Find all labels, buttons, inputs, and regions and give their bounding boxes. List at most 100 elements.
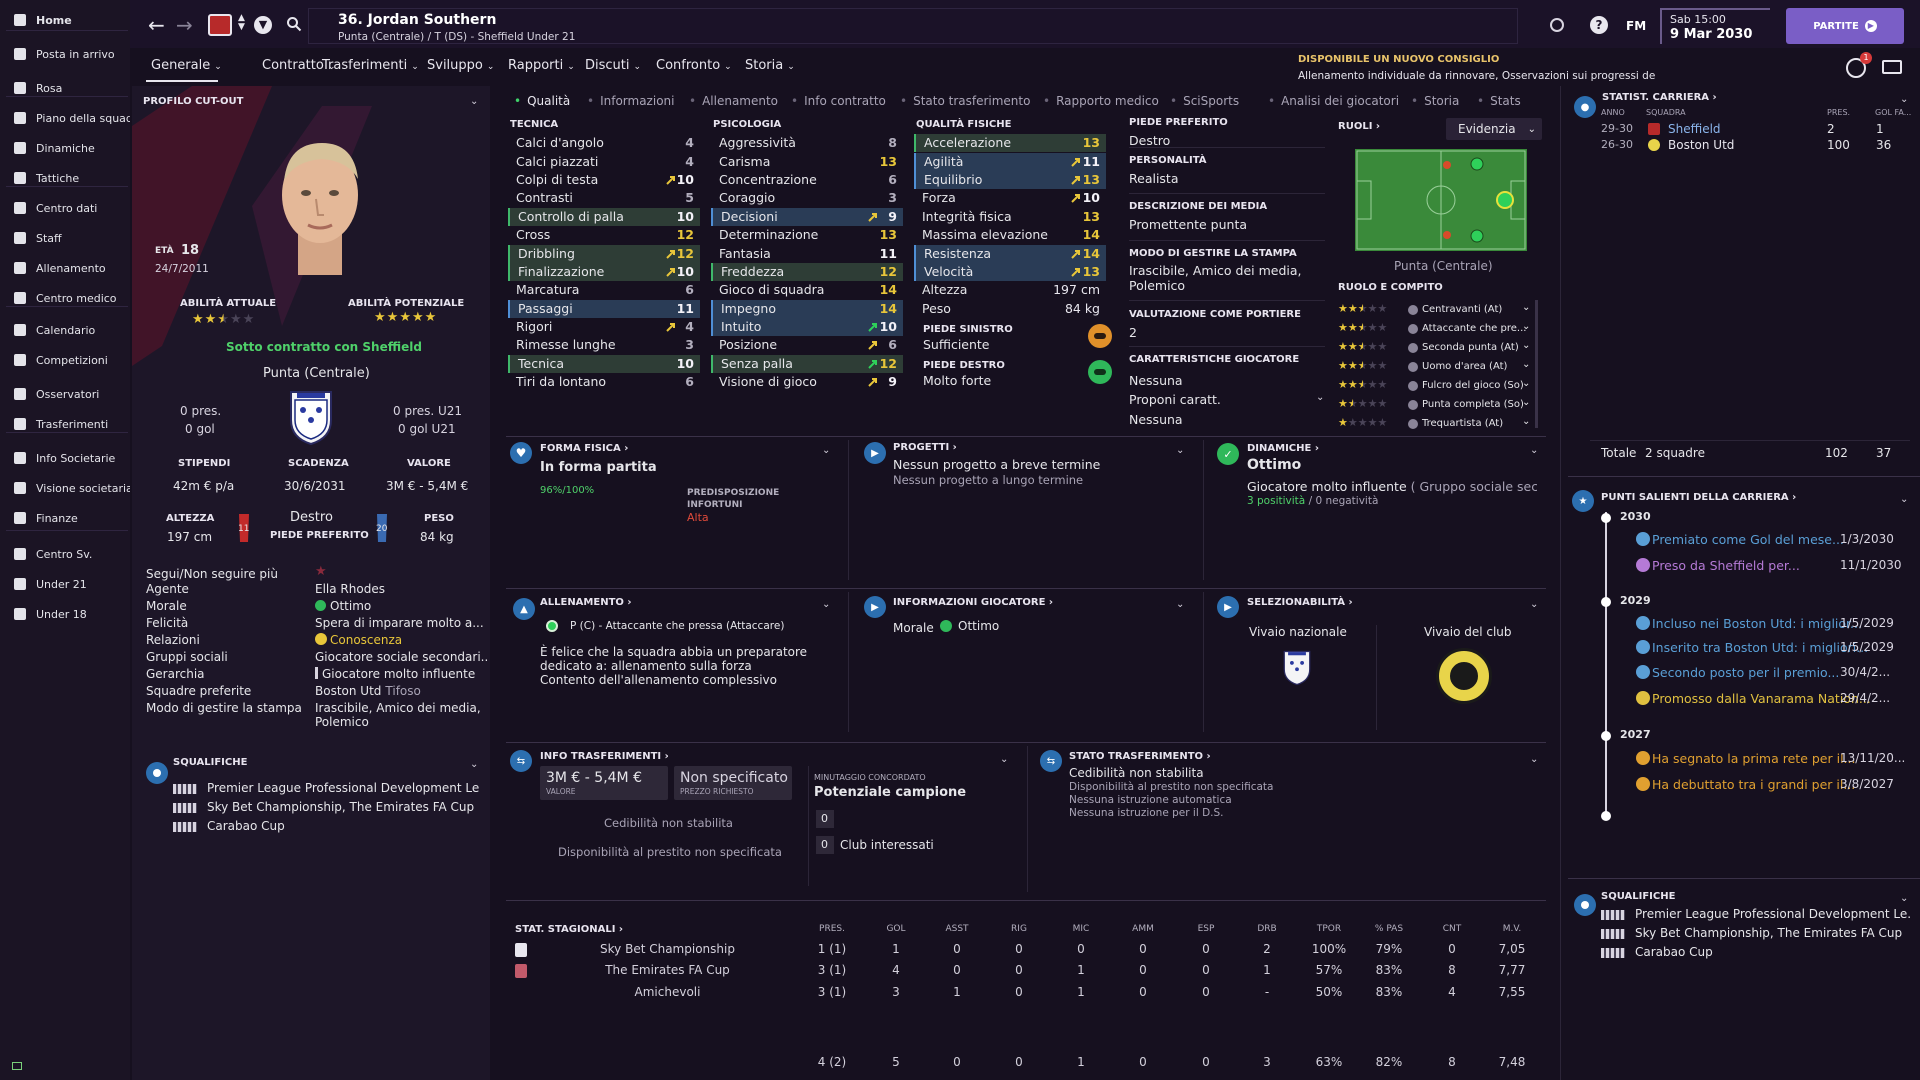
date-box[interactable] (1660, 8, 1770, 44)
sidebar-item-12[interactable]: Competizioni (0, 348, 130, 372)
highlight-item[interactable]: Secondo posto per il premio... 30/4/2... (1636, 663, 1906, 685)
sidebar-bottom-icon[interactable] (12, 1062, 22, 1070)
dynamics-title[interactable]: DINAMICHE › (1247, 443, 1319, 454)
attribute-row[interactable]: Coraggio 3 (711, 189, 903, 207)
profile-collapse-icon[interactable]: ⌄ (470, 96, 479, 107)
tab-3[interactable]: Allenamento (689, 94, 778, 108)
attribute-row[interactable]: Intuito 10 (711, 318, 903, 336)
sidebar-item-1[interactable]: Home (0, 8, 130, 32)
season-stats-title[interactable]: STAT. STAGIONALI › (515, 924, 624, 935)
role-row[interactable]: ★★★★★ Trequartista (At) ⌄ (1338, 416, 1538, 434)
submenu-3[interactable]: Trasferimenti ⌄ (322, 58, 419, 73)
career-team[interactable]: Sheffield (1668, 122, 1721, 136)
attribute-row[interactable]: Aggressività 8 (711, 134, 903, 152)
submenu-6[interactable]: Discuti ⌄ (585, 58, 642, 73)
submenu-7[interactable]: Confronto ⌄ (656, 58, 732, 73)
role-row[interactable]: ★★★★★ Seconda punta (At) ⌄ (1338, 340, 1538, 358)
role-row[interactable]: ★★★★★ Centravanti (At) ⌄ (1338, 302, 1538, 320)
sidebar-item-7[interactable]: Centro dati (0, 196, 130, 220)
season-row-competition[interactable]: Amichevoli (634, 985, 701, 999)
role-row[interactable]: ★★★★★ Punta completa (So) ⌄ (1338, 397, 1538, 415)
info-value[interactable]: Ottimo (315, 599, 487, 613)
player-menu-icon[interactable]: ▼ (254, 16, 272, 34)
globe-icon[interactable] (1550, 18, 1564, 32)
sidebar-item-4[interactable]: Piano della squadra (0, 106, 130, 130)
attribute-row[interactable]: Equilibrio 13 (914, 171, 1106, 189)
highlight-item[interactable]: Ha segnato la prima rete per il... 13/11/… (1636, 749, 1906, 771)
season-row-competition[interactable]: The Emirates FA Cup (605, 963, 730, 977)
attribute-row[interactable]: Rigori 4 (508, 318, 700, 336)
season-col-header[interactable]: AMM (1132, 924, 1154, 934)
sidebar-item-17[interactable]: Finanze (0, 506, 130, 530)
attribute-row[interactable]: Calci d'angolo 4 (508, 134, 700, 152)
sidebar-item-10[interactable]: Centro medico (0, 286, 130, 310)
info-value[interactable]: Ella Rhodes (315, 582, 385, 596)
attribute-row[interactable]: Tecnica 10 (508, 355, 700, 373)
tab-7[interactable]: SciSports (1170, 94, 1239, 108)
season-col-header[interactable]: ESP (1197, 924, 1215, 934)
highlight-item[interactable]: Preso da Sheffield per... 11/1/2030 (1636, 556, 1906, 578)
highlight-item[interactable]: Ha debuttato tra i grandi per il... 3/8/2… (1636, 775, 1906, 797)
attribute-row[interactable]: Cross 12 (508, 226, 700, 244)
tab-6[interactable]: Rapporto medico (1043, 94, 1159, 108)
submenu-1[interactable]: Generale ⌄ (151, 58, 222, 73)
sidebar-item-11[interactable]: Calendario (0, 318, 130, 342)
continue-button[interactable]: PARTITE ▶ (1786, 8, 1904, 44)
career-collapse-icon[interactable]: ⌄ (1900, 94, 1909, 105)
attribute-row[interactable]: Carisma 13 (711, 153, 903, 171)
sidebar-item-13[interactable]: Osservatori (0, 382, 130, 406)
submenu-5[interactable]: Rapporti ⌄ (508, 58, 575, 73)
sidebar-item-3[interactable]: Rosa (0, 76, 130, 100)
attribute-row[interactable]: Determinazione 13 (711, 226, 903, 244)
submenu-8[interactable]: Storia ⌄ (745, 58, 795, 73)
info-value[interactable]: Conoscenza (315, 633, 487, 647)
roles-title[interactable]: RUOLI › (1338, 121, 1381, 132)
info-value[interactable]: Irascibile, Amico dei media, (315, 701, 481, 715)
bans-collapse-icon[interactable]: ⌄ (470, 759, 479, 770)
season-col-header[interactable]: PRES. (819, 924, 845, 934)
sidebar-item-14[interactable]: Trasferimenti (0, 412, 130, 436)
info-value[interactable]: Boston Utd Tifoso (315, 684, 421, 698)
training-collapse-icon[interactable]: ⌄ (822, 599, 831, 610)
forward-icon[interactable]: → (176, 13, 193, 37)
attribute-row[interactable]: Contrasti 5 (508, 189, 700, 207)
attribute-row[interactable]: Velocità 13 (914, 263, 1106, 281)
season-col-header[interactable]: M.V. (1502, 924, 1522, 934)
sidebar-item-19[interactable]: Under 21 (0, 572, 130, 596)
roles-scrollbar[interactable] (1535, 300, 1538, 428)
role-row[interactable]: ★★★★★ Fulcro del gioco (So) ⌄ (1338, 378, 1538, 396)
attribute-row[interactable]: Controllo di palla 10 (508, 208, 700, 226)
transfer-info-collapse-icon[interactable]: ⌄ (1000, 754, 1009, 765)
search-box[interactable] (308, 8, 1518, 44)
sidebar-item-18[interactable]: Centro Sv. (0, 542, 130, 566)
transfer-status-title[interactable]: STATO TRASFERIMENTO › (1069, 751, 1211, 762)
dynamics-collapse-icon[interactable]: ⌄ (1530, 445, 1539, 456)
projects-title[interactable]: PROGETTI › (893, 442, 957, 453)
attribute-row[interactable]: Concentrazione 6 (711, 171, 903, 189)
attribute-row[interactable]: Impegno 14 (711, 300, 903, 318)
selection-title[interactable]: SELEZIONABILITÀ › (1247, 597, 1353, 608)
player-info-collapse-icon[interactable]: ⌄ (1176, 599, 1185, 610)
attribute-row[interactable]: Accelerazione 13 (914, 134, 1106, 152)
dynamics-counts[interactable]: 3 positività / 0 negatività (1247, 495, 1379, 507)
attribute-row[interactable]: Altezza 197 cm (914, 281, 1106, 299)
follow-label[interactable]: Segui/Non seguire più (146, 567, 278, 581)
highlights-collapse-icon[interactable]: ⌄ (1900, 494, 1909, 505)
highlight-item[interactable]: Incluso nei Boston Utd: i miglior... 1/5/… (1636, 614, 1906, 636)
follow-star-icon[interactable]: ★ (315, 564, 327, 579)
traits-dropdown-icon[interactable]: ⌄ (1316, 392, 1325, 403)
info-value[interactable]: Giocatore sociale secondari... (315, 650, 487, 664)
season-col-header[interactable]: DRB (1257, 924, 1277, 934)
player-info-title[interactable]: INFORMAZIONI GIOCATORE › (893, 597, 1054, 608)
highlights-title[interactable]: PUNTI SALIENTI DELLA CARRIERA › (1601, 492, 1797, 503)
sidebar-item-15[interactable]: Info Societarie (0, 446, 130, 470)
attribute-row[interactable]: Rimesse lunghe 3 (508, 336, 700, 354)
tab-8[interactable]: Analisi dei giocatori (1268, 94, 1399, 108)
bans-right-collapse-icon[interactable]: ⌄ (1900, 893, 1909, 904)
sidebar-item-5[interactable]: Dinamiche (0, 136, 130, 160)
attribute-row[interactable]: Visione di gioco 9 (711, 373, 903, 391)
sidebar-item-16[interactable]: Visione societaria (0, 476, 130, 500)
search-icon[interactable] (286, 16, 302, 32)
attribute-row[interactable]: Tiri da lontano 6 (508, 373, 700, 391)
tab-1[interactable]: Qualità (514, 94, 570, 108)
